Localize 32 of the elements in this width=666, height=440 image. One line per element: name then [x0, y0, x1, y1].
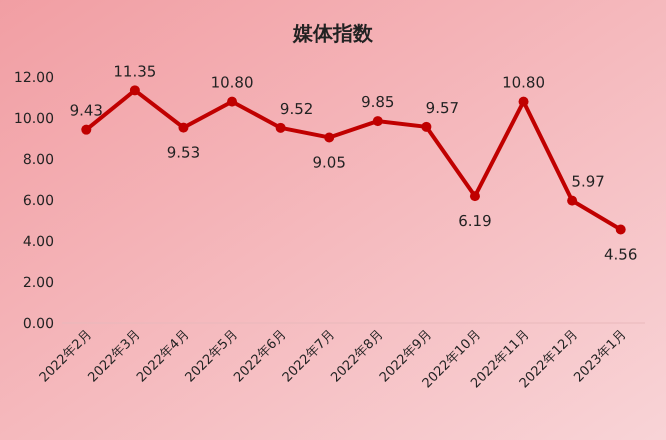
data-label: 9.52 — [280, 100, 314, 118]
data-label: 9.43 — [70, 102, 103, 120]
data-label: 5.97 — [571, 172, 605, 191]
y-tick-label: 6.00 — [22, 193, 54, 209]
point — [178, 122, 188, 133]
y-tick-label: 8.00 — [22, 152, 54, 168]
y-tick-label: 4.00 — [22, 234, 54, 250]
y-tick-label: 10.00 — [14, 111, 54, 127]
point — [372, 116, 383, 126]
data-label: 9.85 — [361, 93, 394, 112]
point — [276, 122, 286, 133]
point — [227, 96, 238, 107]
data-label: 9.57 — [426, 98, 460, 117]
data-label: 11.35 — [113, 62, 156, 80]
data-label: 6.19 — [458, 212, 492, 230]
chart-title: 媒体指数 — [292, 21, 374, 45]
point — [81, 124, 92, 135]
point — [324, 132, 334, 142]
data-label: 9.05 — [312, 153, 346, 172]
y-tick-label: 2.00 — [22, 275, 54, 291]
y-tick-label: 0.00 — [22, 316, 54, 332]
y-tick-label: 12.00 — [14, 70, 54, 86]
point — [567, 196, 578, 206]
point — [470, 191, 480, 202]
data-label: 9.53 — [166, 144, 200, 162]
point — [421, 122, 432, 132]
data-label: 4.56 — [604, 246, 638, 264]
point — [616, 224, 626, 235]
data-label: 10.80 — [210, 74, 254, 92]
point — [518, 96, 529, 107]
point — [130, 85, 140, 96]
data-label: 10.80 — [502, 74, 546, 92]
